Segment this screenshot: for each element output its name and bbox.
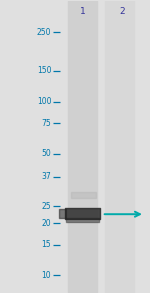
Text: 20: 20 xyxy=(42,219,51,228)
Text: 2: 2 xyxy=(120,7,125,16)
Text: 25: 25 xyxy=(42,202,51,211)
Text: 250: 250 xyxy=(37,28,51,37)
Text: 37: 37 xyxy=(41,172,51,181)
Text: 1: 1 xyxy=(80,7,85,16)
Text: 50: 50 xyxy=(41,149,51,159)
Text: 150: 150 xyxy=(37,67,51,75)
Text: 75: 75 xyxy=(41,119,51,128)
Text: 100: 100 xyxy=(37,97,51,106)
Text: 15: 15 xyxy=(42,240,51,249)
Text: 10: 10 xyxy=(42,271,51,280)
